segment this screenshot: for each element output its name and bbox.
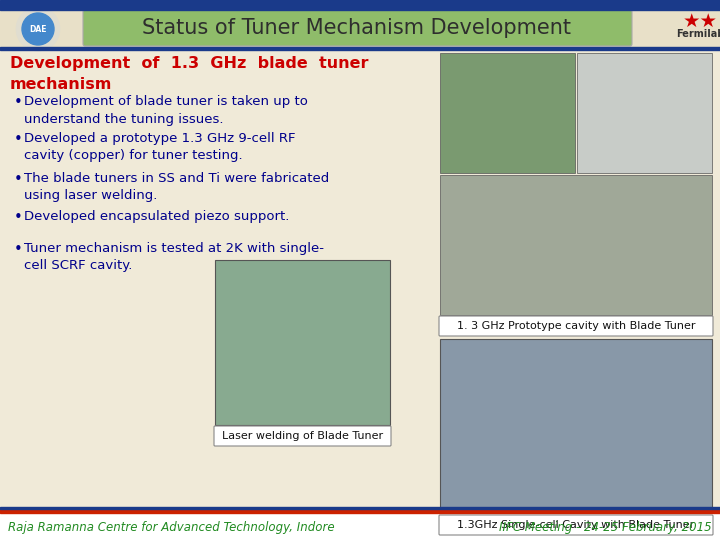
FancyBboxPatch shape (439, 316, 713, 336)
Text: Tuner mechanism is tested at 2K with single-
cell SCRF cavity.: Tuner mechanism is tested at 2K with sin… (24, 242, 324, 273)
Text: •: • (14, 172, 23, 187)
Bar (0, 47, 720, 50)
FancyBboxPatch shape (214, 426, 391, 446)
Text: Raja Ramanna Centre for Advanced Technology, Indore: Raja Ramanna Centre for Advanced Technol… (8, 521, 335, 534)
Bar (577, 53, 712, 173)
Bar (0, 10, 720, 48)
Bar (0, 50, 720, 507)
Text: •: • (14, 242, 23, 257)
Text: Developed a prototype 1.3 GHz 9-cell RF
cavity (copper) for tuner testing.: Developed a prototype 1.3 GHz 9-cell RF … (24, 132, 295, 163)
Bar (215, 260, 390, 425)
Text: 1. 3 GHz Prototype cavity with Blade Tuner: 1. 3 GHz Prototype cavity with Blade Tun… (456, 321, 696, 331)
Text: DAE: DAE (30, 24, 47, 33)
Text: Status of Tuner Mechanism Development: Status of Tuner Mechanism Development (143, 18, 572, 38)
Text: 1.3GHz Single-cell Cavity with Blade Tuner: 1.3GHz Single-cell Cavity with Blade Tun… (457, 520, 695, 530)
Text: •: • (14, 95, 23, 110)
Text: Fermilab: Fermilab (676, 29, 720, 39)
Circle shape (16, 7, 60, 51)
Bar (0, 512, 720, 540)
Text: ★★: ★★ (683, 11, 718, 30)
Bar (440, 53, 575, 173)
FancyBboxPatch shape (83, 10, 632, 46)
Text: The blade tuners in SS and Ti were fabricated
using laser welding.: The blade tuners in SS and Ti were fabri… (24, 172, 329, 202)
Text: IIFC Meeting - 24-25 February, 2015: IIFC Meeting - 24-25 February, 2015 (500, 521, 712, 534)
Circle shape (22, 13, 54, 45)
Text: •: • (14, 210, 23, 225)
Bar (0, 507, 720, 509)
Text: Developed encapsulated piezo support.: Developed encapsulated piezo support. (24, 210, 289, 223)
Bar (0, 0, 720, 10)
Bar (440, 175, 712, 315)
Text: •: • (14, 132, 23, 147)
Text: Laser welding of Blade Tuner: Laser welding of Blade Tuner (222, 431, 383, 441)
Bar (440, 339, 712, 514)
FancyBboxPatch shape (439, 515, 713, 535)
Text: Development  of  1.3  GHz  blade  tuner
mechanism: Development of 1.3 GHz blade tuner mecha… (10, 56, 369, 92)
Bar (0, 509, 720, 513)
Text: Development of blade tuner is taken up to
understand the tuning issues.: Development of blade tuner is taken up t… (24, 95, 308, 125)
